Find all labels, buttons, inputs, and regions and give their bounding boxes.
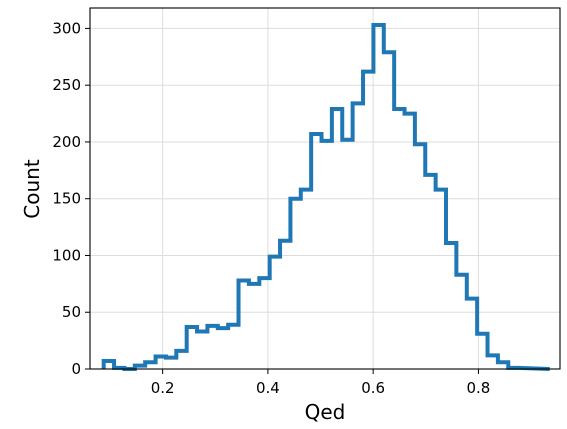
grid	[90, 8, 560, 370]
y-tick-label: 50	[62, 303, 81, 321]
histogram-step-line	[101, 23, 550, 371]
y-tick-label: 300	[52, 19, 81, 37]
x-axis-ticks: 0.2 0.4 0.6 0.8	[151, 369, 490, 397]
x-tick-label: 0.4	[256, 379, 280, 397]
y-axis-ticks: 0 50 100 150 200 250 300	[52, 19, 90, 378]
x-tick-label: 0.8	[466, 379, 490, 397]
y-tick-label: 100	[52, 246, 81, 264]
axes-frame	[89, 7, 561, 370]
y-tick-label: 200	[52, 133, 81, 151]
y-tick-label: 0	[71, 360, 81, 378]
x-axis-label: Qed	[305, 400, 346, 424]
x-tick-label: 0.2	[151, 379, 175, 397]
y-tick-label: 150	[52, 190, 81, 208]
y-tick-label: 250	[52, 76, 81, 94]
x-tick-label: 0.6	[361, 379, 385, 397]
y-axis-label: Count	[20, 159, 44, 219]
